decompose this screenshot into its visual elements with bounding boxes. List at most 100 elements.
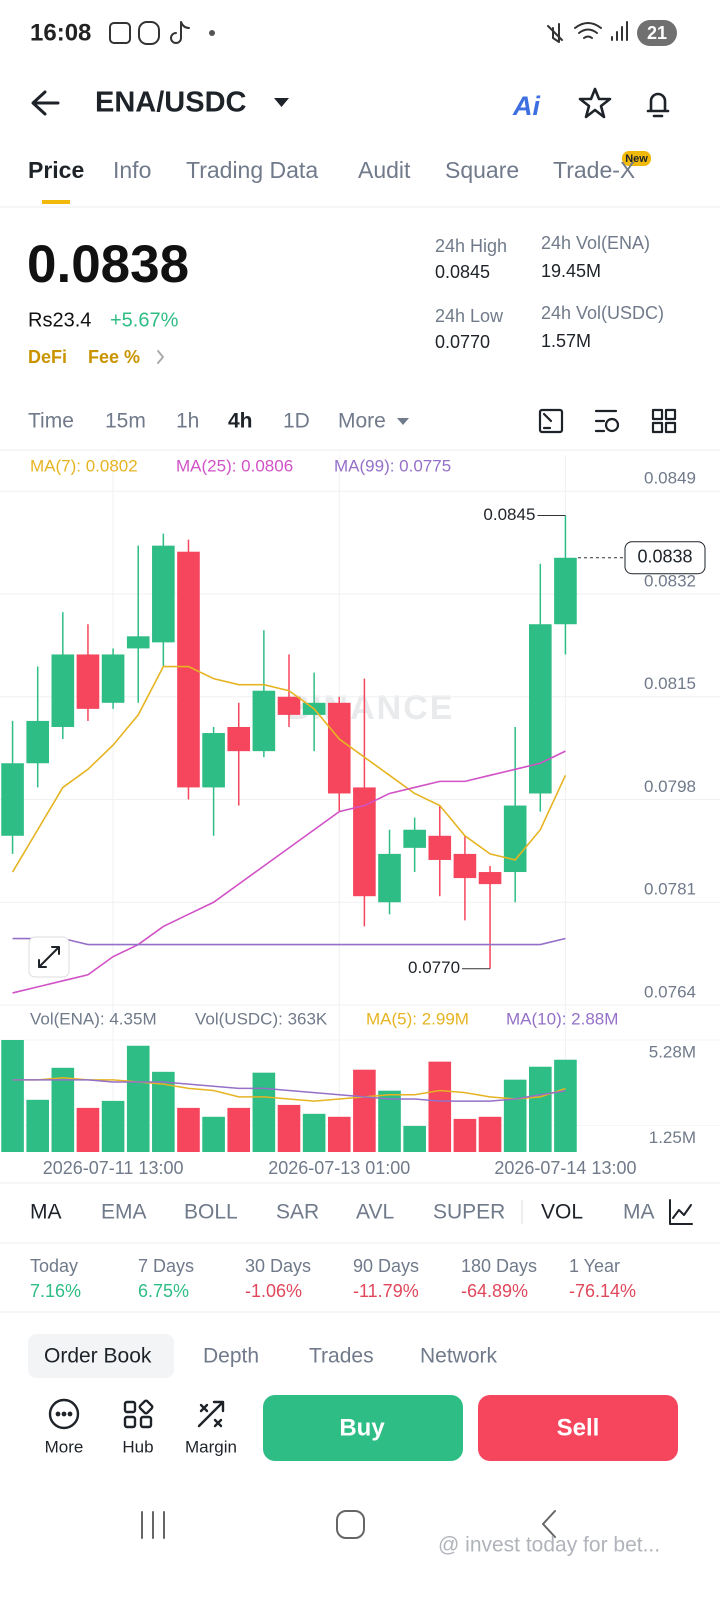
interval[interactable]: 4h bbox=[228, 410, 253, 433]
candle-body bbox=[277, 696, 301, 715]
tab[interactable]: Trade-X bbox=[553, 157, 635, 183]
volume-bar bbox=[503, 1079, 527, 1152]
battery bbox=[637, 20, 677, 46]
interval[interactable]: 1h bbox=[176, 410, 199, 433]
volume-bar bbox=[403, 1125, 426, 1152]
candle-body bbox=[453, 853, 477, 879]
pair-dropdown[interactable] bbox=[274, 98, 289, 107]
action-label[interactable]: More bbox=[45, 1437, 84, 1456]
candle-body bbox=[202, 733, 225, 788]
current-price-label: 0.0838 bbox=[637, 546, 692, 566]
volume-bar bbox=[302, 1113, 326, 1152]
stat-label: 24h Vol(ENA) bbox=[541, 233, 650, 253]
tab[interactable]: Info bbox=[113, 157, 151, 183]
more-dropdown[interactable] bbox=[397, 418, 409, 425]
active-tab-pill bbox=[28, 1334, 174, 1378]
interval[interactable]: 1D bbox=[283, 410, 310, 433]
volume-ma-line bbox=[12, 1079, 566, 1102]
book-tab[interactable]: Network bbox=[420, 1345, 498, 1368]
sell-button[interactable] bbox=[478, 1395, 678, 1461]
stat-value: 0.0845 bbox=[435, 262, 490, 282]
indicator[interactable]: AVL bbox=[356, 1201, 394, 1224]
sell-label[interactable]: Sell bbox=[557, 1414, 600, 1441]
perf-change: 6.75% bbox=[138, 1281, 189, 1301]
y-tick-label: 0.0798 bbox=[644, 777, 696, 796]
chart-settings[interactable] bbox=[669, 1199, 693, 1225]
tab[interactable]: Price bbox=[28, 157, 84, 183]
nav-bar[interactable] bbox=[141, 1510, 556, 1539]
indicator[interactable]: SUPER bbox=[433, 1201, 505, 1224]
action-icons[interactable] bbox=[48, 1398, 225, 1430]
volume-bar bbox=[554, 1059, 577, 1152]
candle-body bbox=[152, 545, 175, 643]
book-tab[interactable]: Order Book bbox=[44, 1345, 152, 1368]
current-price-box bbox=[624, 541, 706, 575]
volume-bar bbox=[478, 1116, 502, 1152]
volume-bar bbox=[453, 1118, 477, 1152]
low-mark-label: 0.0770 bbox=[408, 958, 460, 977]
candle-body bbox=[554, 557, 577, 625]
indicator[interactable]: EMA bbox=[101, 1201, 147, 1224]
tab[interactable]: Square bbox=[445, 157, 519, 183]
volume-bar bbox=[378, 1090, 401, 1152]
indicator[interactable]: BOLL bbox=[184, 1201, 238, 1224]
chart-tools[interactable] bbox=[538, 408, 677, 434]
indicator[interactable]: MA bbox=[623, 1201, 655, 1224]
interval[interactable]: Time bbox=[28, 410, 74, 433]
volume-bar bbox=[252, 1072, 276, 1152]
battery-level: 21 bbox=[647, 23, 667, 43]
buy-label[interactable]: Buy bbox=[339, 1414, 385, 1441]
tab[interactable]: Audit bbox=[358, 157, 411, 183]
volume-bar bbox=[51, 1067, 75, 1152]
interval[interactable]: More bbox=[338, 410, 386, 433]
fee-chevron[interactable] bbox=[157, 350, 164, 364]
high-mark-label: 0.0845 bbox=[483, 505, 535, 524]
volume-bar bbox=[227, 1107, 251, 1152]
perf-change: 7.16% bbox=[30, 1281, 81, 1301]
candle-body bbox=[76, 654, 100, 709]
stat-value: 19.45M bbox=[541, 261, 601, 281]
tab-indicator bbox=[42, 200, 70, 204]
alert-button[interactable] bbox=[646, 92, 670, 118]
ma-line bbox=[11, 665, 567, 873]
book-tab[interactable]: Trades bbox=[309, 1345, 374, 1368]
back-button[interactable] bbox=[31, 90, 60, 116]
ma-line bbox=[12, 937, 566, 946]
buy-button[interactable] bbox=[263, 1395, 463, 1461]
indicator[interactable]: VOL bbox=[541, 1201, 583, 1224]
indicator[interactable]: SAR bbox=[276, 1201, 319, 1224]
expand-button[interactable] bbox=[28, 936, 70, 978]
pair-title[interactable]: ENA/USDC bbox=[95, 87, 247, 119]
indicator[interactable]: MA bbox=[30, 1201, 62, 1224]
tag[interactable]: DeFi bbox=[28, 347, 67, 367]
candle-body bbox=[403, 829, 426, 848]
volume-legend: Vol(ENA): 4.35M bbox=[30, 1009, 157, 1028]
volume-bar bbox=[277, 1104, 301, 1152]
x-tick-label: 2026-07-14 13:00 bbox=[494, 1158, 636, 1178]
volume-ma-legend: MA(5): 2.99M bbox=[366, 1009, 469, 1028]
volume-bar bbox=[126, 1045, 150, 1152]
volume-bar bbox=[353, 1069, 376, 1152]
perf-period: 180 Days bbox=[461, 1256, 537, 1276]
perf-period: 30 Days bbox=[245, 1256, 311, 1276]
new-badge bbox=[622, 151, 651, 166]
candle-body bbox=[101, 654, 125, 703]
stat-value: 1.57M bbox=[541, 331, 591, 351]
status-time: 16:08 bbox=[30, 19, 91, 46]
action-label[interactable]: Margin bbox=[185, 1437, 237, 1456]
stat-label: 24h Vol(USDC) bbox=[541, 303, 664, 323]
tab[interactable]: Trading Data bbox=[186, 157, 318, 183]
favorite-button[interactable] bbox=[578, 87, 612, 119]
ai-button[interactable]: Ai bbox=[512, 91, 540, 121]
book-tab[interactable]: Depth bbox=[203, 1345, 259, 1368]
volume-bar bbox=[76, 1107, 100, 1152]
chart: BINANCE0.08490.08320.08150.07980.07810.0… bbox=[0, 455, 720, 1178]
perf-period: 7 Days bbox=[138, 1256, 194, 1276]
action-label[interactable]: Hub bbox=[122, 1437, 153, 1456]
interval[interactable]: 15m bbox=[105, 410, 146, 433]
tag[interactable]: Fee % bbox=[88, 347, 140, 367]
candle-body bbox=[177, 551, 200, 788]
candle-body bbox=[252, 690, 276, 752]
volume-ma-line bbox=[12, 1077, 566, 1102]
